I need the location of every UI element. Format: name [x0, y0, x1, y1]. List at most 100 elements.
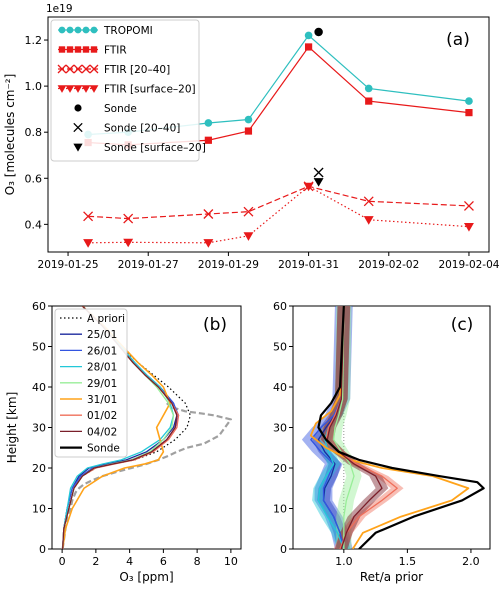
legend-label: FTIR [surface–20]	[104, 84, 196, 96]
legend-marker	[90, 26, 98, 34]
data-point	[313, 178, 324, 187]
legend-item: FTIR [20–40]	[57, 64, 170, 76]
legend-marker	[74, 46, 82, 53]
data-point	[203, 239, 214, 248]
legend-item: TROPOMI	[58, 25, 153, 37]
ratio-line	[317, 306, 485, 549]
legend-item: A priori	[60, 313, 125, 325]
data-point	[203, 209, 214, 219]
y-axis-label: O₃ [molecules cm⁻²]	[3, 74, 17, 196]
legend-label: Sonde	[104, 103, 137, 115]
series-4	[83, 182, 474, 248]
ratio-line	[325, 306, 398, 549]
ratio-line	[309, 306, 470, 549]
y-tick-label: 10	[32, 503, 46, 516]
y-tick-label: 0.6	[25, 172, 43, 185]
y-tick-label: 0.8	[25, 126, 43, 139]
panel-label: (a)	[446, 30, 470, 50]
legend-item: Sonde	[74, 103, 137, 115]
x-tick-label: 4	[126, 555, 133, 568]
x-tick-label: 0	[59, 555, 66, 568]
data-point	[365, 97, 373, 105]
legend-label: 29/01	[87, 378, 117, 390]
legend-item: FTIR	[58, 45, 127, 57]
y-axis-label: Height [km]	[5, 392, 19, 463]
legend-marker	[74, 26, 82, 34]
data-point	[363, 196, 374, 207]
uncertainty-band	[326, 306, 362, 549]
x-tick-label: 6	[160, 555, 167, 568]
y-tick-label: 60	[273, 300, 287, 313]
legend-marker	[89, 85, 99, 93]
data-point	[364, 84, 373, 93]
panel-b: 0 10 20 30 40 50 60 0 2 4 6 8 10 O₃ [ppm] Height [km] (…	[5, 300, 242, 584]
data-point	[204, 136, 212, 144]
x-tick-label: 2019-01-31	[278, 259, 339, 271]
legend: TROPOMI FTIR FTIR [20–40] FTIR [surface–20]…	[50, 19, 206, 162]
x-tick-label: 1.5	[399, 555, 417, 568]
legend-item: FTIR [surface–20]	[57, 84, 196, 96]
panel-label: (b)	[203, 315, 227, 335]
plot-area	[61, 306, 232, 549]
legend-marker	[90, 46, 98, 53]
panel-c: 0 10 20 30 40 50 60 1.0 1.5 2.0 Ret/a prior (c)	[273, 300, 491, 584]
y-tick-label: 1.2	[25, 34, 43, 47]
legend-marker	[65, 85, 75, 93]
x-tick-label: 2019-02-02	[358, 259, 419, 271]
data-point	[243, 232, 254, 241]
y-tick-label: 20	[32, 462, 46, 475]
legend-label: Sonde	[87, 443, 120, 455]
x-tick-label: 2019-01-29	[198, 259, 259, 271]
legend-marker	[73, 122, 83, 133]
plot-area	[301, 306, 485, 549]
series-5	[314, 27, 323, 37]
data-point	[204, 119, 213, 127]
y-tick-label: 60	[32, 300, 46, 313]
data-point	[83, 211, 94, 222]
legend-marker	[57, 64, 67, 74]
series-6	[313, 167, 324, 178]
legend-label: 04/02	[87, 426, 117, 438]
legend-marker	[82, 26, 90, 34]
legend-item: 31/01	[60, 394, 117, 406]
legend-item: 26/01	[60, 345, 117, 357]
y-tick-label: 1.0	[25, 80, 43, 93]
legend-label: 28/01	[87, 362, 117, 374]
profile-line	[61, 306, 171, 549]
data-point	[123, 238, 134, 248]
legend-label: A priori	[87, 313, 125, 325]
x-tick-label: 1.0	[335, 555, 353, 568]
legend-marker	[81, 85, 91, 93]
x-axis-label: O₃ [ppm]	[119, 570, 173, 584]
data-point	[304, 43, 313, 51]
legend-item: 25/01	[60, 329, 117, 341]
legend-marker	[66, 26, 74, 34]
legend-item: 28/01	[60, 362, 117, 374]
legend-marker	[73, 143, 83, 152]
legend-marker	[58, 46, 66, 53]
ratio-line	[326, 306, 383, 549]
legend-marker	[81, 64, 91, 74]
data-point	[83, 239, 94, 248]
legend-label: Sonde [surface–20]	[104, 142, 206, 154]
legend-marker	[73, 85, 83, 93]
data-point	[304, 31, 313, 40]
y-tick-label: 0	[280, 543, 287, 556]
legend-item: Sonde [20–40]	[73, 122, 180, 135]
legend-item: Sonde [surface–20]	[73, 142, 206, 154]
uncertainty-band	[320, 306, 389, 549]
data-point	[243, 206, 254, 217]
y-tick-label: 40	[32, 381, 46, 394]
y-exponent-label: 1e19	[46, 3, 73, 15]
legend-marker	[57, 85, 67, 93]
legend-label: FTIR	[104, 45, 127, 57]
legend-label: 01/02	[87, 410, 117, 422]
y-tick-label: 0.4	[25, 218, 43, 231]
legend-item: 01/02	[60, 410, 117, 422]
y-tick-label: 30	[273, 422, 287, 435]
legend-label: 31/01	[87, 394, 117, 406]
y-tick-label: 10	[273, 503, 287, 516]
legend-frame	[54, 308, 128, 458]
y-tick-label: 30	[32, 422, 46, 435]
x-tick-label: 2.0	[462, 555, 480, 568]
